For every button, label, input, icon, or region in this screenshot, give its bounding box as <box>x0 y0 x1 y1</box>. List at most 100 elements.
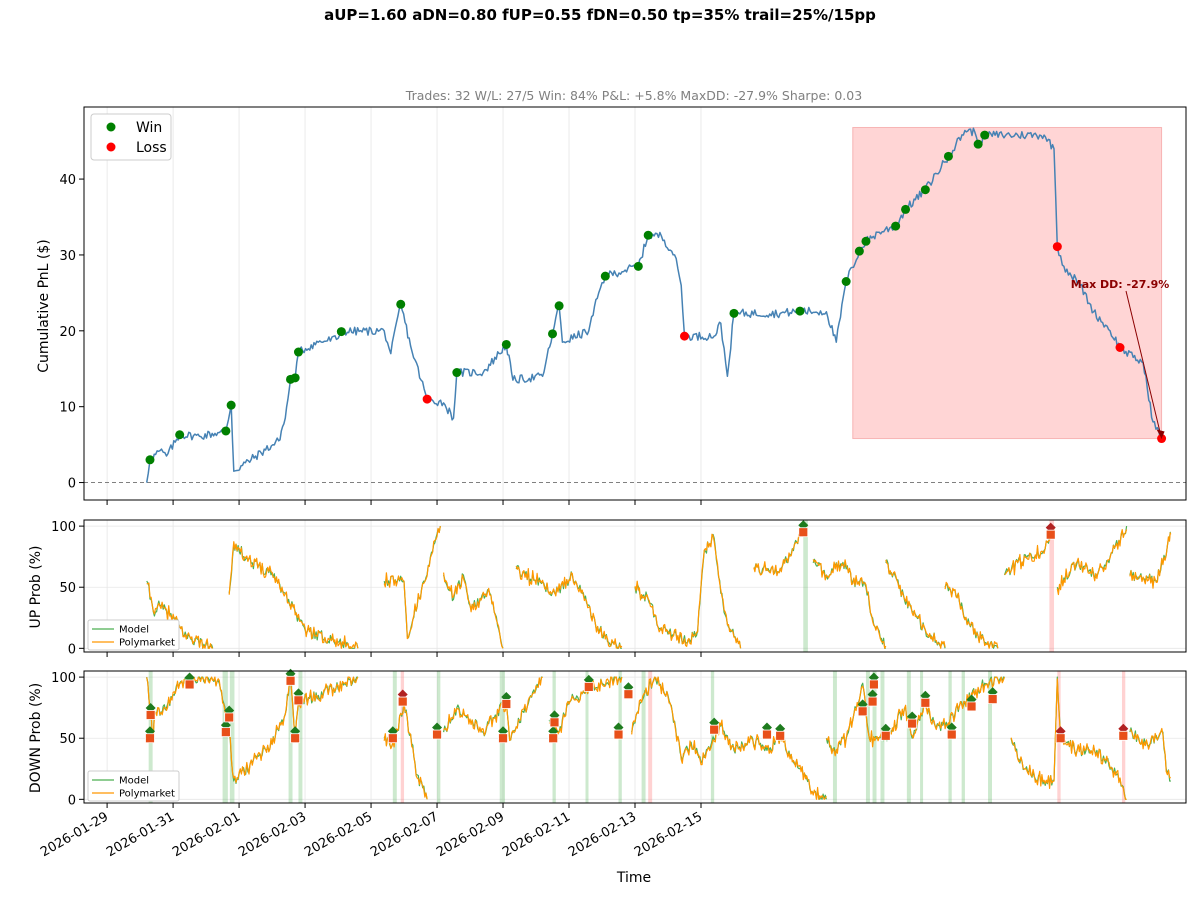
down-polymarket-line <box>1129 727 1171 779</box>
x-tick-label: 2026-01-31 <box>104 809 177 860</box>
win-point <box>452 368 462 378</box>
down-trade-marker <box>549 717 560 728</box>
max-dd-arrow <box>1125 290 1163 439</box>
up-polymarket-line <box>383 525 441 640</box>
down-trade-marker <box>293 695 304 706</box>
win-point <box>600 271 610 281</box>
up-ytick-label: 100 <box>51 520 76 535</box>
down-loss-span <box>400 671 405 803</box>
up-polymarket-line <box>515 565 623 649</box>
down-prob-panel: Model Polymarket 0 50 100 <box>51 668 1187 808</box>
x-tick-label: 2026-02-13 <box>566 809 639 860</box>
pnl-legend: Win Loss <box>90 113 172 161</box>
down-loss-span <box>648 671 653 803</box>
up-polymarket-line <box>1129 532 1172 589</box>
up-loss-span <box>1049 520 1055 652</box>
up-win-span <box>803 520 808 652</box>
down-trade-marker <box>920 697 931 708</box>
down-polymarket-line <box>825 676 1006 757</box>
pnl-panel: Max DD: -27.9% Win Loss 0 10 20 30 40 <box>59 106 1187 501</box>
pnl-stats-title: Trades: 32 W/L: 27/5 Win: 84% P&L: +5.8%… <box>405 88 862 103</box>
down-prob-ylabel: DOWN Prob (%) <box>28 683 44 793</box>
down-legend-polymarket-label: Polymarket <box>119 789 175 800</box>
down-trade-marker <box>613 729 624 740</box>
x-axis-label: Time <box>616 870 651 886</box>
legend-win-label: Win <box>136 120 162 136</box>
down-trade-marker <box>762 729 772 740</box>
legend-loss-label: Loss <box>136 140 167 156</box>
max-dd-annotation: Max DD: -27.9% <box>1071 278 1170 291</box>
down-trade-marker <box>1118 730 1129 741</box>
up-legend-model-label: Model <box>119 625 149 636</box>
down-ytick-label: 0 <box>68 793 76 808</box>
max-drawdown-region <box>852 126 1163 440</box>
up-legend: Model Polymarket <box>87 619 180 651</box>
win-point <box>226 400 236 410</box>
up-polymarket-line <box>634 533 742 649</box>
down-trade-marker <box>432 729 442 740</box>
up-model-line <box>1056 526 1128 592</box>
up-model-line <box>634 533 742 649</box>
x-tick-label: 2026-02-07 <box>368 809 441 860</box>
win-point <box>290 373 300 383</box>
win-point <box>973 139 983 149</box>
down-legend: Model Polymarket <box>87 770 180 802</box>
down-trade-marker <box>857 706 868 717</box>
win-point <box>293 347 303 357</box>
down-trade-marker <box>145 733 155 744</box>
up-prob-panel: Model Polymarket 0 50 100 <box>51 519 1187 657</box>
x-tick-label: 2026-01-29 <box>38 809 111 860</box>
down-trade-marker <box>709 724 720 735</box>
down-trade-marker <box>184 679 195 690</box>
up-polymarket-line <box>885 559 946 649</box>
loss-point <box>1115 343 1125 353</box>
x-tick-label: 2026-02-11 <box>500 809 573 860</box>
down-ytick-label: 50 <box>59 732 76 747</box>
down-trade-marker <box>548 733 559 744</box>
down-trade-marker <box>867 696 878 707</box>
down-win-span <box>988 671 992 803</box>
down-win-span <box>298 671 303 803</box>
loss-point <box>679 331 689 341</box>
down-trade-marker <box>1055 733 1066 744</box>
win-point <box>221 426 231 436</box>
figure-suptitle: aUP=1.60 aDN=0.80 fUP=0.55 fDN=0.50 tp=3… <box>324 6 876 24</box>
up-polymarket-line <box>228 541 359 649</box>
win-point <box>891 221 901 231</box>
down-polymarket-line <box>1010 678 1127 800</box>
down-legend-model-label: Model <box>119 776 149 787</box>
down-trade-marker <box>907 718 918 729</box>
loss-point <box>422 394 432 404</box>
win-point <box>175 430 185 440</box>
win-point <box>854 246 864 256</box>
legend-win-marker <box>106 122 116 132</box>
x-tick-label: 2026-02-15 <box>632 809 705 860</box>
down-trade-marker <box>290 733 301 744</box>
legend-loss-marker <box>106 142 116 152</box>
x-tick-label: 2026-02-09 <box>434 809 507 860</box>
win-point <box>336 327 346 337</box>
down-model-line <box>146 676 358 784</box>
up-polymarket-line <box>1004 528 1055 576</box>
up-polymarket-line <box>812 559 887 649</box>
down-win-span <box>585 671 589 803</box>
win-point <box>554 301 564 311</box>
down-trade-marker <box>966 701 977 712</box>
win-point <box>841 276 851 286</box>
down-trade-marker <box>145 710 156 720</box>
x-tick-label: 2026-02-03 <box>236 809 309 860</box>
loss-point <box>1052 242 1062 252</box>
down-trade-marker <box>623 689 634 700</box>
down-win-span <box>865 671 870 803</box>
down-win-span <box>961 671 965 803</box>
pnl-line <box>145 127 1162 483</box>
win-point <box>145 455 155 465</box>
pnl-ytick-label: 0 <box>68 477 76 492</box>
down-trade-marker <box>498 733 508 744</box>
up-polymarket-line <box>753 525 807 577</box>
pnl-ytick-label: 20 <box>59 325 76 340</box>
x-tick-label: 2026-02-01 <box>170 809 243 860</box>
down-trade-marker <box>387 733 398 744</box>
down-trade-marker <box>946 729 957 740</box>
